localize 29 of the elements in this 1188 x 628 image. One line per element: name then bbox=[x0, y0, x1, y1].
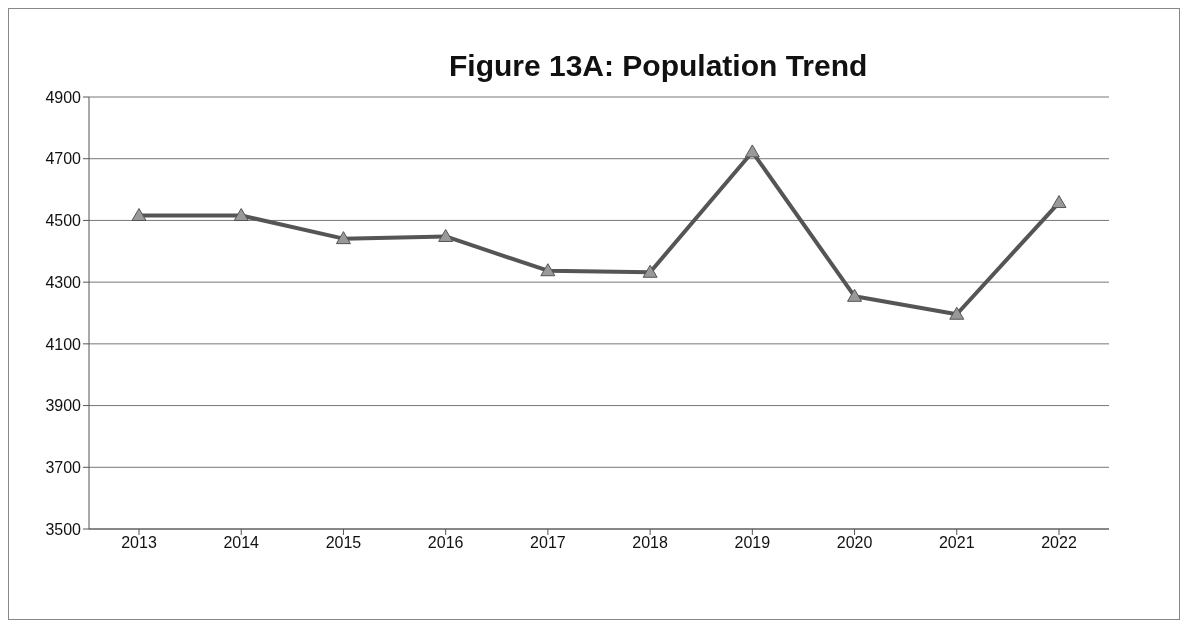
x-tick-label: 2016 bbox=[427, 534, 464, 552]
y-tick-label: 3500 bbox=[45, 520, 82, 538]
x-tick-label: 2018 bbox=[632, 534, 669, 552]
x-tick-label: 2020 bbox=[836, 534, 873, 552]
x-tick-label: 2019 bbox=[734, 534, 771, 552]
y-tick-label: 4300 bbox=[45, 273, 82, 291]
point bbox=[642, 264, 658, 278]
chart-title: Figure 13A: Population Trend bbox=[449, 49, 868, 83]
x-tick-label: 2013 bbox=[121, 534, 157, 552]
point bbox=[438, 228, 454, 242]
point bbox=[131, 207, 147, 221]
y-tick-label: 4500 bbox=[45, 212, 82, 230]
point bbox=[847, 288, 863, 302]
point bbox=[744, 144, 760, 158]
point bbox=[949, 306, 965, 320]
x-tick-label: 2015 bbox=[325, 534, 362, 552]
y-tick-label: 4100 bbox=[45, 335, 82, 353]
point bbox=[540, 263, 556, 277]
x-tick-label: 2014 bbox=[223, 534, 260, 552]
x-tick-label: 2021 bbox=[938, 534, 975, 552]
y-tick-label: 3900 bbox=[45, 397, 82, 415]
y-tick-label: 3700 bbox=[45, 458, 82, 476]
x-tick-label: 2017 bbox=[530, 534, 566, 552]
point bbox=[335, 231, 351, 245]
y-tick-label: 4700 bbox=[45, 150, 82, 168]
point bbox=[1051, 195, 1067, 209]
y-tick-label: 4900 bbox=[45, 88, 82, 106]
point bbox=[233, 207, 249, 221]
x-tick-label: 2022 bbox=[1041, 534, 1077, 552]
